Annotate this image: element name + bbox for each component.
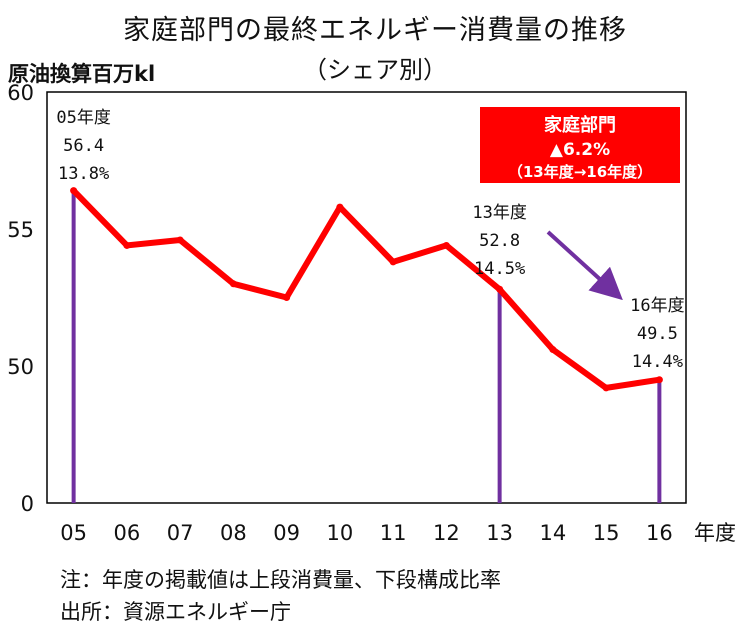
data-point-05: [70, 187, 78, 195]
x-tick-label: 09: [273, 521, 300, 545]
footnote: 注：年度の掲載値は上段消費量、下段構成比率: [60, 568, 501, 592]
data-point-14: [549, 346, 557, 354]
data-point-15: [602, 384, 610, 392]
annotation-year: 16年度: [630, 296, 684, 316]
y-axis-unit-label: 原油換算百万kl: [8, 62, 156, 86]
data-point-16: [655, 376, 663, 384]
x-tick-label: 10: [327, 521, 354, 545]
y-tick-label: 0: [21, 492, 34, 516]
y-tick-label: 55: [7, 218, 34, 242]
callout-change: ▲6.2%: [550, 140, 610, 160]
annotation-share: 14.5%: [474, 259, 525, 279]
data-point-10: [336, 203, 344, 211]
x-tick-label: 11: [380, 521, 407, 545]
chart-subtitle: （シェア別）: [303, 56, 447, 84]
x-tick-label: 16: [646, 521, 673, 545]
annotation-share: 14.4%: [632, 352, 683, 372]
callout-title: 家庭部門: [544, 114, 616, 136]
x-tick-label: 08: [220, 521, 247, 545]
y-tick-label: 60: [7, 81, 34, 105]
x-tick-label: 13: [486, 521, 513, 545]
chart-title: 家庭部門の最終エネルギー消費量の推移: [123, 15, 627, 46]
x-tick-label: 07: [167, 521, 194, 545]
source-note: 出所：資源エネルギー庁: [60, 600, 291, 624]
x-tick-label: 05: [60, 521, 87, 545]
x-axis-title: 年度: [694, 521, 736, 545]
trend-arrow: [546, 230, 623, 301]
annotation-share: 13.8%: [58, 164, 109, 184]
callout-box: [480, 107, 680, 183]
annotation-year: 05年度: [56, 108, 110, 128]
annotation-value: 49.5: [637, 324, 678, 344]
annotation-value: 56.4: [63, 136, 104, 156]
x-tick-label: 06: [114, 521, 141, 545]
x-tick-label: 12: [433, 521, 460, 545]
data-point-09: [283, 294, 291, 301]
data-point-08: [229, 280, 237, 288]
y-tick-label: 50: [7, 355, 34, 379]
data-point-12: [442, 241, 450, 249]
data-point-11: [389, 258, 397, 266]
data-point-07: [176, 236, 184, 244]
plot-frame: [46, 91, 687, 504]
data-point-13: [496, 285, 504, 293]
x-tick-label: 14: [540, 521, 567, 545]
x-tick-label: 15: [593, 521, 620, 545]
callout-period: （13年度→16年度）: [508, 163, 652, 181]
data-point-06: [123, 241, 131, 249]
annotation-year: 13年度: [472, 203, 526, 223]
annotation-value: 52.8: [479, 231, 520, 251]
data-line: [70, 187, 663, 391]
